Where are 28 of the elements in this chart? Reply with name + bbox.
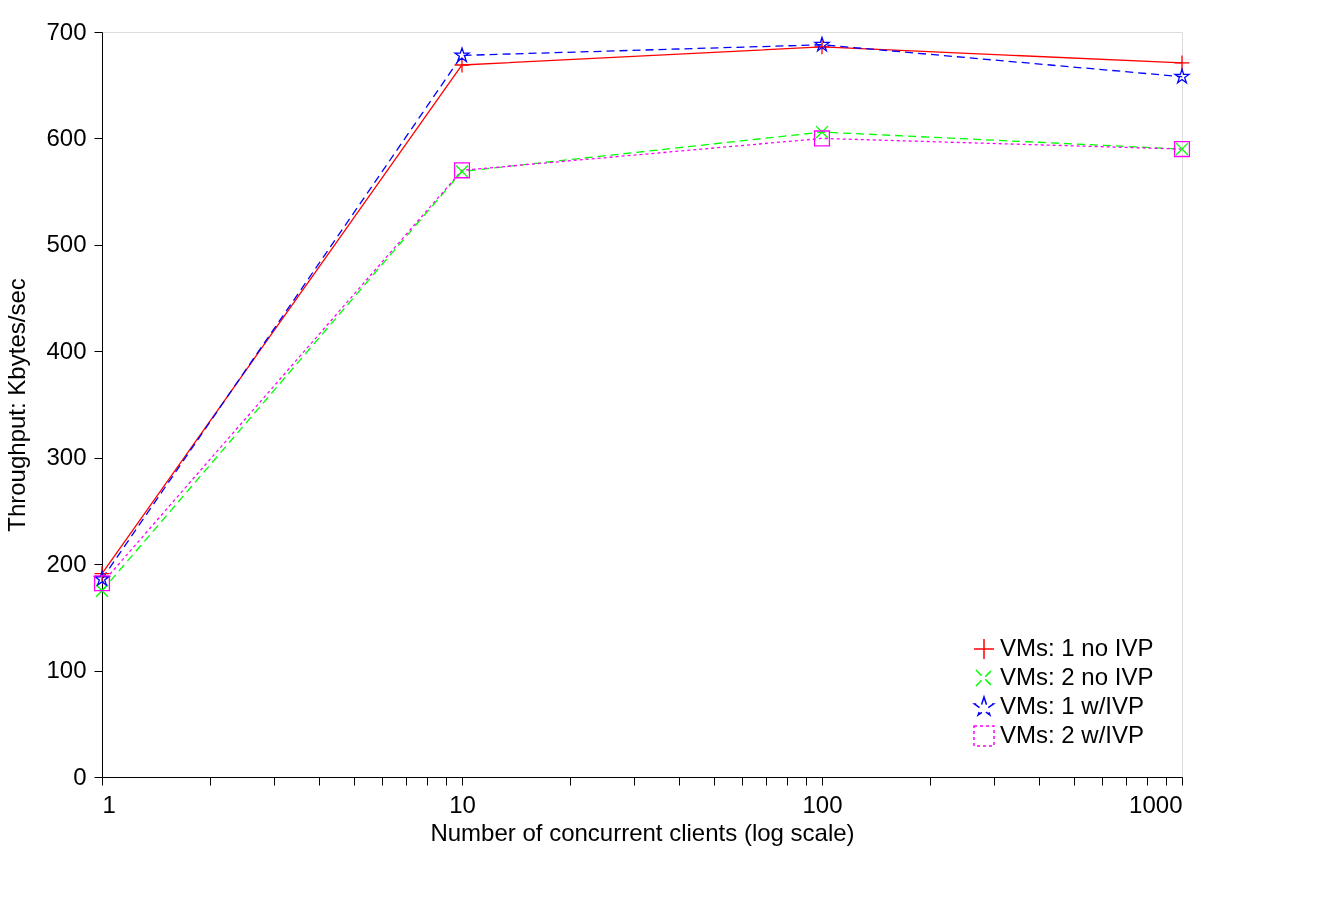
legend-label: VMs: 2 no IVP [1000, 663, 1154, 690]
y-axis-title: Throughput: Kbytes/sec [3, 278, 31, 532]
point [93, 575, 111, 592]
y-tick-label: 700 [46, 17, 87, 45]
point [94, 570, 110, 586]
x-axis-title: Number of concurrent clients (log scale) [430, 818, 855, 846]
y-tick-label: 400 [46, 336, 87, 364]
point [1174, 68, 1190, 84]
legend-label: VMs: 1 no IVP [1000, 634, 1154, 661]
legend-label: VMs: 1 w/IVP [1000, 692, 1145, 719]
y-tick-label: 200 [46, 549, 87, 577]
point [93, 565, 111, 582]
point [95, 584, 109, 598]
point [454, 47, 470, 63]
x-tick-label: 1 [102, 790, 116, 818]
point [453, 56, 471, 74]
point [1173, 54, 1191, 71]
legend-label: VMs: 2 w/IVP [1000, 721, 1145, 748]
x-tick-label: 100 [802, 790, 843, 818]
x-tick-label: 1000 [1129, 790, 1183, 818]
y-tick-label: 600 [46, 123, 87, 151]
x-tick-label: 10 [449, 790, 476, 818]
point [813, 130, 831, 147]
y-tick-label: 500 [46, 230, 87, 258]
y-tick-label: 300 [46, 443, 87, 471]
y-tick-label: 0 [73, 762, 87, 790]
point [815, 125, 829, 139]
y-tick-label: 100 [46, 656, 87, 684]
